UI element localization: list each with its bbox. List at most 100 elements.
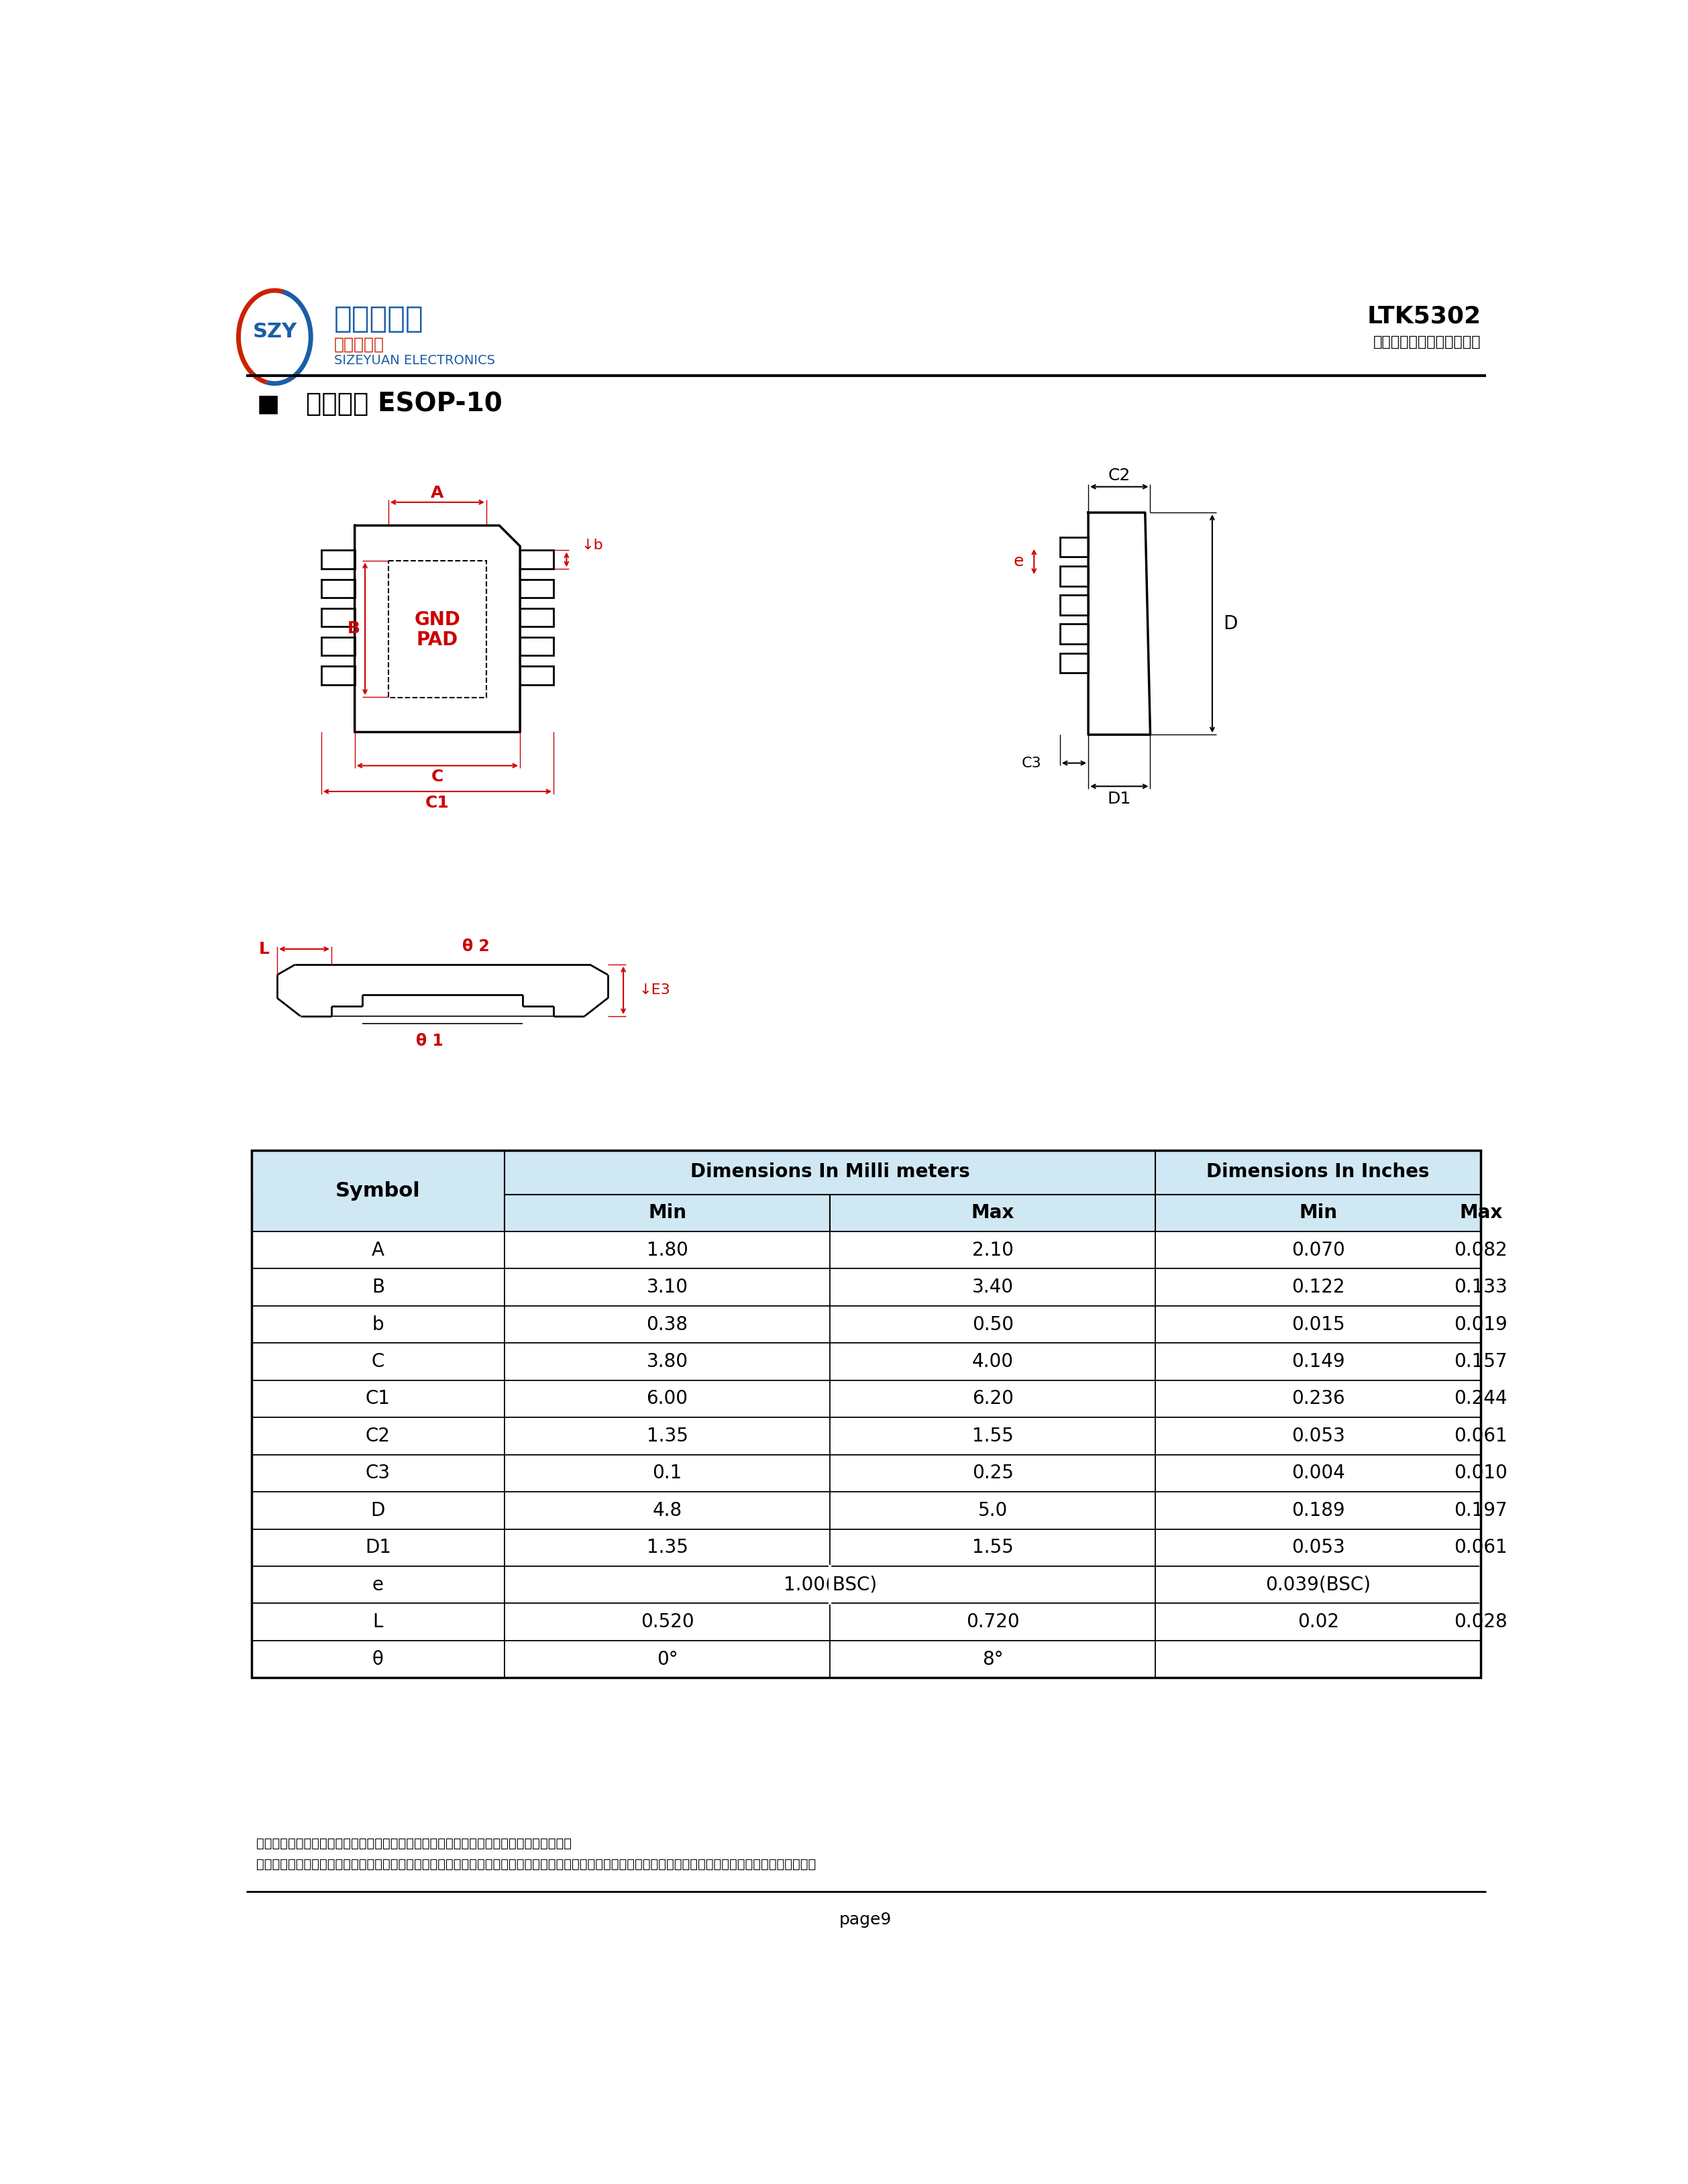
Text: e: e xyxy=(373,1575,383,1594)
Text: 0°: 0° xyxy=(657,1649,679,1669)
Bar xyxy=(505,1566,830,1603)
Text: 0.010: 0.010 xyxy=(1453,1463,1507,1483)
Text: 3.40: 3.40 xyxy=(972,1278,1013,1297)
Bar xyxy=(1060,625,1089,644)
Text: 0.25: 0.25 xyxy=(972,1463,1013,1483)
Text: Min: Min xyxy=(648,1203,687,1223)
Text: 8°: 8° xyxy=(982,1649,1003,1669)
Text: L: L xyxy=(373,1612,383,1631)
Bar xyxy=(321,607,354,627)
Text: 深圳市思泽远电子有限公司: 深圳市思泽远电子有限公司 xyxy=(1374,336,1480,349)
Text: C1: C1 xyxy=(366,1389,390,1409)
Bar xyxy=(505,1529,830,1566)
Bar xyxy=(830,1566,1155,1603)
Text: 0.157: 0.157 xyxy=(1455,1352,1507,1372)
Bar xyxy=(1155,1306,1480,1343)
Bar xyxy=(1155,1380,1480,1417)
Text: 0.061: 0.061 xyxy=(1453,1426,1507,1446)
Text: Min: Min xyxy=(1300,1203,1337,1223)
Text: GND: GND xyxy=(414,609,461,629)
Text: D: D xyxy=(371,1500,385,1520)
Text: 0.149: 0.149 xyxy=(1291,1352,1345,1372)
Text: 思泽远电子: 思泽远电子 xyxy=(334,336,385,354)
Bar xyxy=(830,1269,1155,1306)
Bar xyxy=(1060,537,1089,557)
Text: D1: D1 xyxy=(1107,791,1131,806)
Text: 4.00: 4.00 xyxy=(972,1352,1013,1372)
Text: 0.197: 0.197 xyxy=(1453,1500,1507,1520)
Text: C2: C2 xyxy=(366,1426,390,1446)
Text: 0.38: 0.38 xyxy=(647,1315,689,1334)
Bar xyxy=(1155,1195,1480,1232)
Text: 0.1: 0.1 xyxy=(652,1463,682,1483)
Bar xyxy=(1155,1566,1480,1603)
Bar xyxy=(830,1417,1155,1455)
Text: 3.80: 3.80 xyxy=(647,1352,689,1372)
Text: 0.070: 0.070 xyxy=(1291,1241,1345,1260)
Bar xyxy=(505,1306,830,1343)
Bar xyxy=(1155,1603,1480,1640)
Bar xyxy=(321,550,354,568)
Text: A: A xyxy=(430,485,444,500)
Bar xyxy=(830,1343,1155,1380)
Bar xyxy=(520,638,554,655)
Bar xyxy=(252,1566,505,1603)
Text: 2.10: 2.10 xyxy=(972,1241,1013,1260)
Text: Max: Max xyxy=(971,1203,1014,1223)
Text: 0.061: 0.061 xyxy=(1453,1538,1507,1557)
Bar xyxy=(830,1640,1155,1677)
Text: 0.019: 0.019 xyxy=(1453,1315,1507,1334)
Text: Dimensions In Inches: Dimensions In Inches xyxy=(1207,1162,1430,1182)
Bar xyxy=(505,1417,830,1455)
Bar xyxy=(388,561,486,697)
Text: A: A xyxy=(371,1241,385,1260)
Text: 1.35: 1.35 xyxy=(647,1538,689,1557)
Text: L: L xyxy=(258,941,270,957)
Text: 0.004: 0.004 xyxy=(1291,1463,1345,1483)
Bar xyxy=(252,1151,1480,1677)
Bar xyxy=(252,1151,505,1232)
Bar xyxy=(1155,1529,1480,1566)
Text: ↓E3: ↓E3 xyxy=(638,983,670,998)
Bar xyxy=(830,1380,1155,1417)
Bar xyxy=(1155,1492,1480,1529)
Text: B: B xyxy=(348,620,360,638)
Bar xyxy=(252,1380,505,1417)
Text: 0.053: 0.053 xyxy=(1291,1426,1345,1446)
Bar xyxy=(505,1151,1155,1195)
Bar xyxy=(321,638,354,655)
Text: 1.55: 1.55 xyxy=(972,1426,1013,1446)
Text: page9: page9 xyxy=(839,1911,891,1928)
Bar xyxy=(830,1529,1155,1566)
Bar xyxy=(505,1640,830,1677)
Bar xyxy=(252,1492,505,1529)
Text: 3.10: 3.10 xyxy=(647,1278,689,1297)
Bar xyxy=(520,607,554,627)
Text: D: D xyxy=(1224,614,1237,633)
Bar xyxy=(830,1603,1155,1640)
Bar xyxy=(505,1195,830,1232)
Bar xyxy=(1155,1640,1480,1677)
Bar xyxy=(830,1455,1155,1492)
Text: 声明：深圳市思泽远电子有限公司保留在任何时间、不另行通知的情况下对规格书的更改。: 声明：深圳市思泽远电子有限公司保留在任何时间、不另行通知的情况下对规格书的更改。 xyxy=(257,1837,572,1850)
Bar xyxy=(830,1492,1155,1529)
Text: 6.20: 6.20 xyxy=(972,1389,1013,1409)
Text: 0.133: 0.133 xyxy=(1453,1278,1507,1297)
Bar xyxy=(252,1306,505,1343)
Text: θ 2: θ 2 xyxy=(463,939,490,954)
Text: 0.082: 0.082 xyxy=(1453,1241,1507,1260)
Text: 0.039(BSC): 0.039(BSC) xyxy=(1266,1575,1371,1594)
Text: C3: C3 xyxy=(1021,756,1041,769)
Bar xyxy=(830,1306,1155,1343)
Text: 0.520: 0.520 xyxy=(640,1612,694,1631)
Text: 0.720: 0.720 xyxy=(966,1612,1020,1631)
Text: 4.8: 4.8 xyxy=(653,1500,682,1520)
Text: Dimensions In Milli meters: Dimensions In Milli meters xyxy=(690,1162,971,1182)
Text: 1.80: 1.80 xyxy=(647,1241,689,1260)
Text: Max: Max xyxy=(1460,1203,1502,1223)
Bar xyxy=(252,1455,505,1492)
Text: 0.50: 0.50 xyxy=(972,1315,1013,1334)
Text: e: e xyxy=(1013,553,1023,570)
Bar xyxy=(1060,596,1089,616)
Text: SZY: SZY xyxy=(253,321,297,341)
